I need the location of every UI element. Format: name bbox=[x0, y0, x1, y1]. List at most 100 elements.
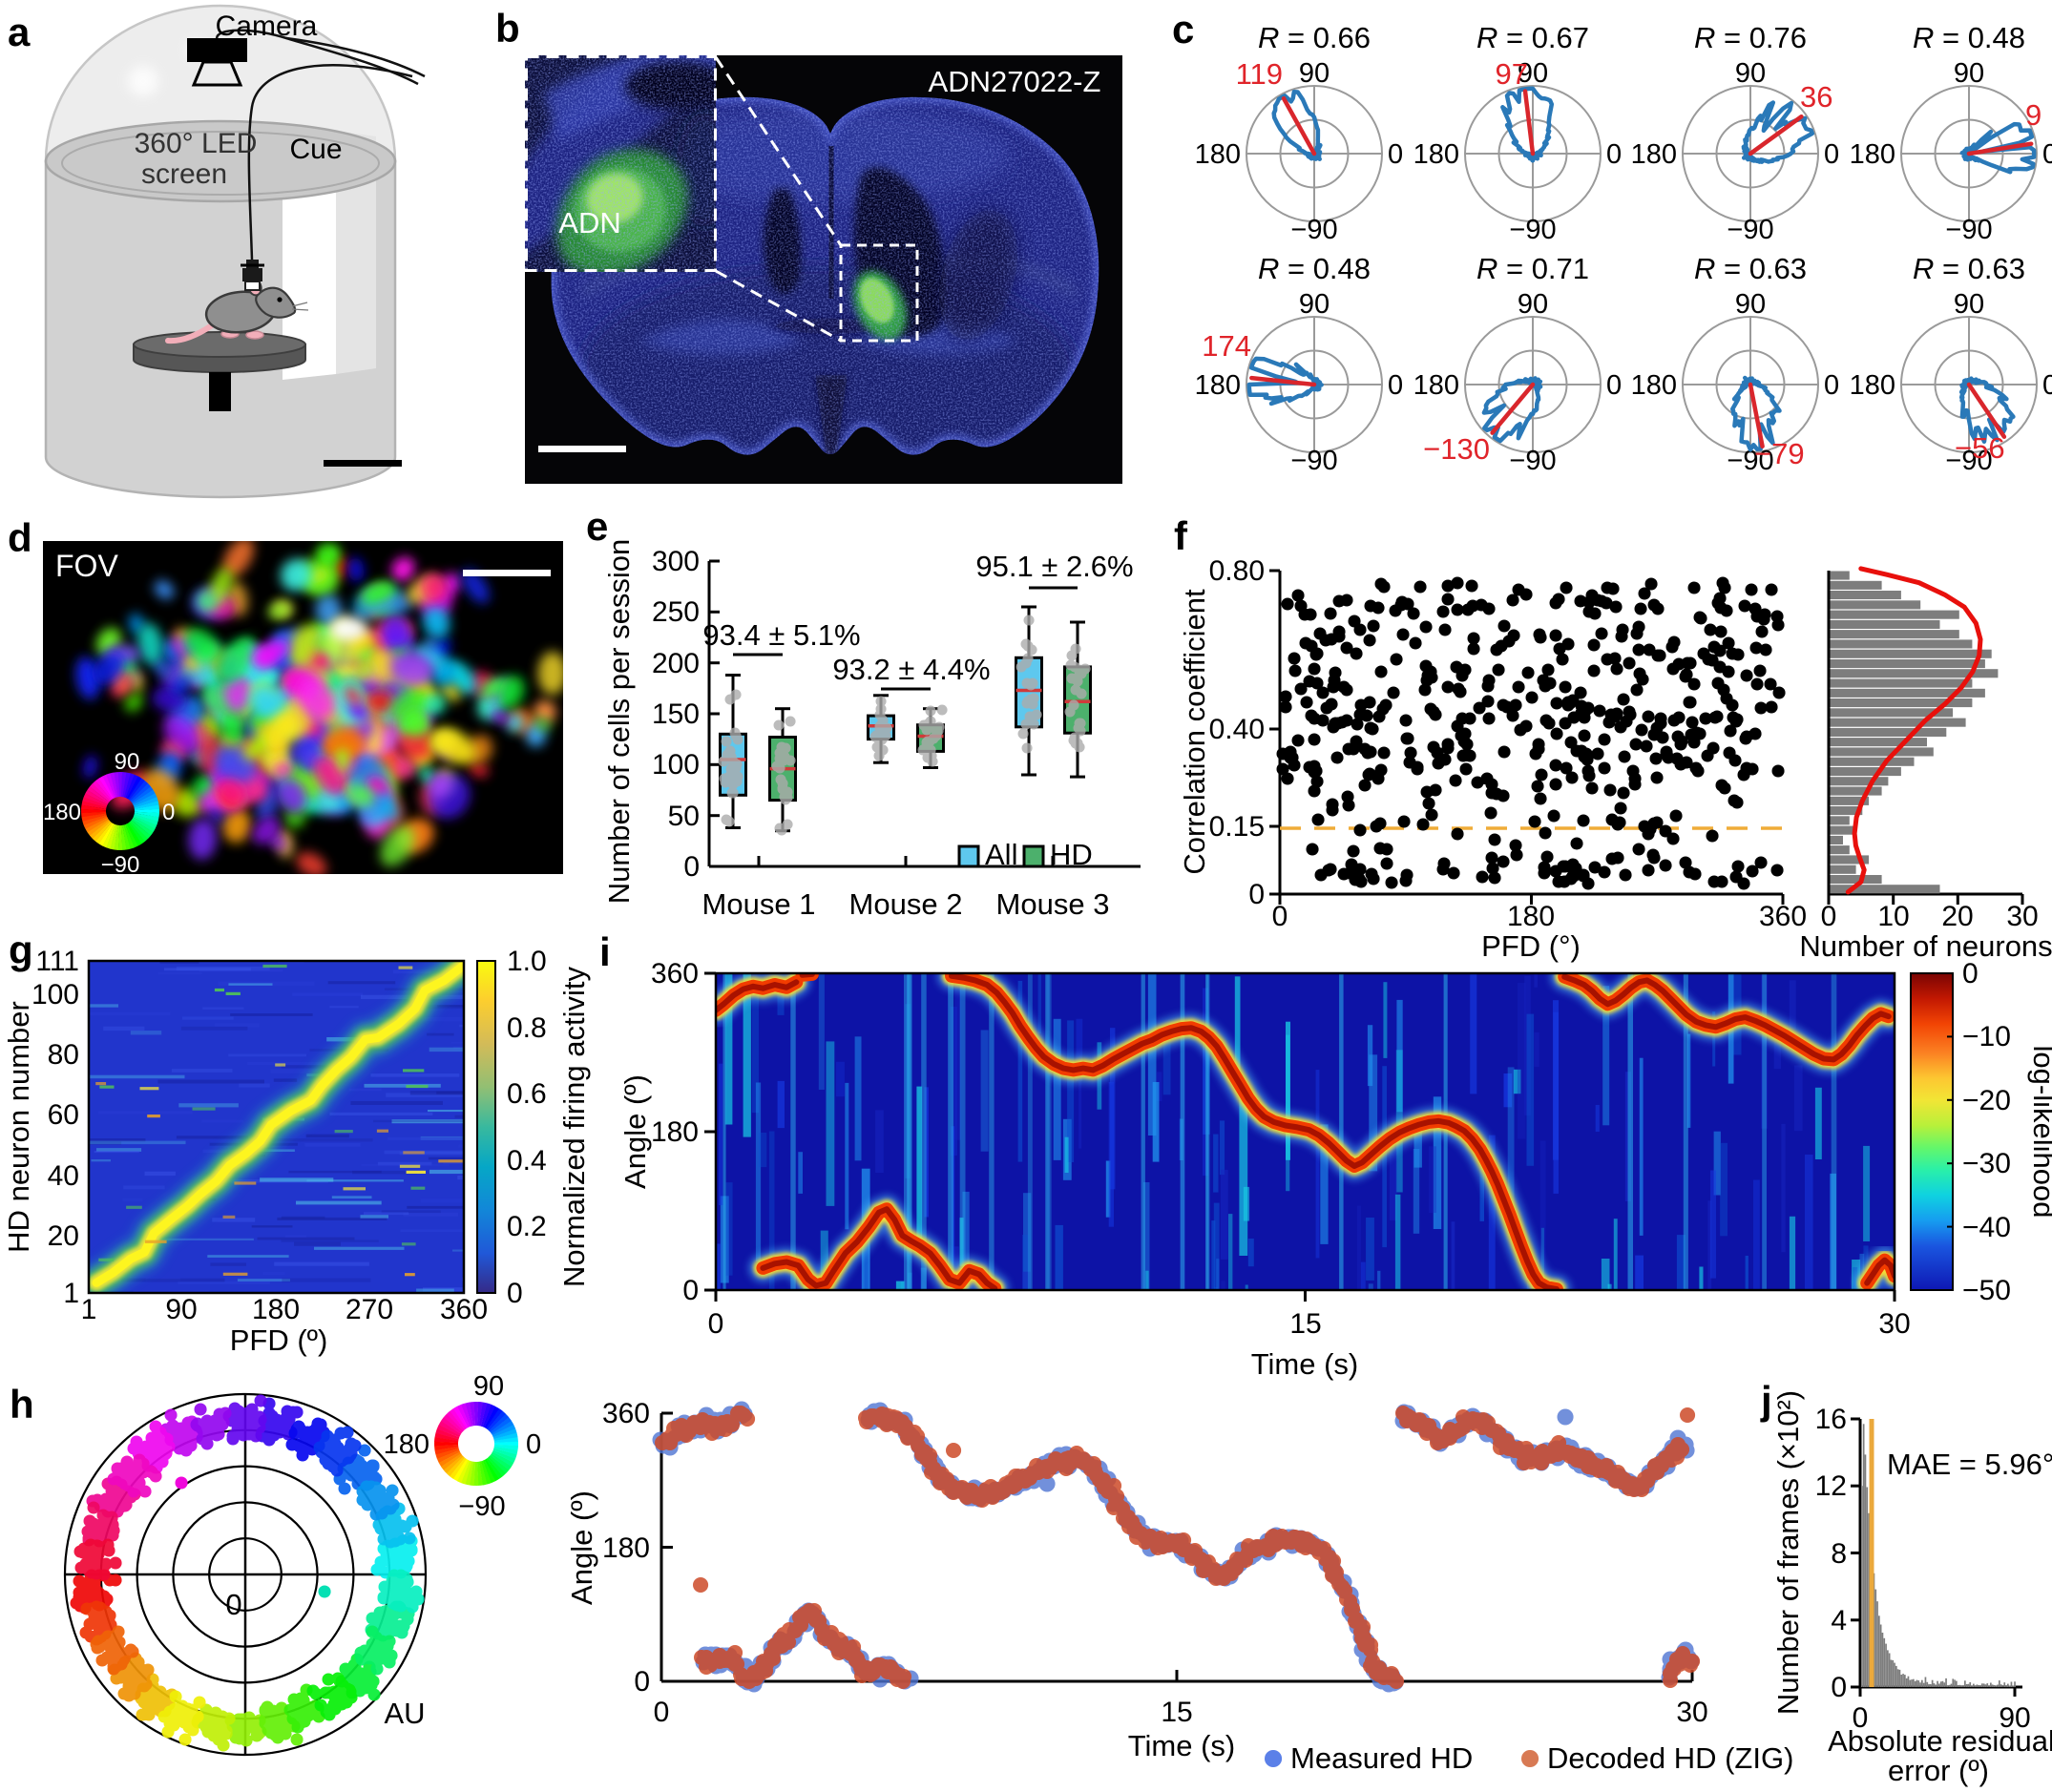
svg-text:−130: −130 bbox=[1423, 432, 1490, 466]
svg-text:15: 15 bbox=[1161, 1697, 1192, 1728]
svg-text:90: 90 bbox=[115, 749, 140, 775]
svg-text:0: 0 bbox=[1824, 370, 1839, 401]
svg-text:Cue: Cue bbox=[289, 134, 342, 165]
svg-text:−90: −90 bbox=[1509, 215, 1556, 245]
svg-text:h: h bbox=[10, 1382, 34, 1427]
svg-text:111: 111 bbox=[35, 946, 79, 977]
svg-text:−90: −90 bbox=[1945, 215, 1992, 245]
svg-text:0: 0 bbox=[682, 1275, 699, 1306]
svg-text:−90: −90 bbox=[458, 1491, 505, 1522]
svg-text:60: 60 bbox=[48, 1099, 79, 1131]
svg-text:0: 0 bbox=[2042, 139, 2052, 170]
svg-text:20: 20 bbox=[1941, 901, 1973, 932]
svg-text:Number of frames (×10²): Number of frames (×10²) bbox=[1771, 1390, 1805, 1715]
svg-text:−20: −20 bbox=[1962, 1085, 2011, 1116]
svg-text:90: 90 bbox=[1518, 289, 1548, 320]
svg-text:0: 0 bbox=[1606, 370, 1622, 401]
svg-text:0: 0 bbox=[1962, 958, 1979, 990]
svg-text:0: 0 bbox=[1606, 139, 1622, 170]
svg-text:f: f bbox=[1174, 513, 1188, 558]
svg-text:150: 150 bbox=[652, 698, 700, 730]
svg-text:1.0: 1.0 bbox=[507, 946, 547, 977]
svg-text:Mouse 2: Mouse 2 bbox=[849, 887, 963, 921]
svg-text:12: 12 bbox=[1815, 1470, 1847, 1502]
svg-text:10: 10 bbox=[1877, 901, 1909, 932]
svg-text:180: 180 bbox=[1631, 370, 1677, 401]
svg-text:ADN: ADN bbox=[558, 206, 620, 240]
svg-text:0: 0 bbox=[162, 800, 175, 825]
svg-text:90: 90 bbox=[1735, 289, 1766, 320]
svg-text:0: 0 bbox=[683, 851, 700, 883]
svg-text:100: 100 bbox=[652, 749, 700, 781]
svg-text:−90: −90 bbox=[101, 852, 140, 878]
svg-text:20: 20 bbox=[48, 1220, 79, 1252]
svg-text:0.6: 0.6 bbox=[507, 1078, 547, 1110]
svg-text:Mouse 3: Mouse 3 bbox=[996, 887, 1110, 921]
svg-text:j: j bbox=[1760, 1378, 1772, 1423]
svg-text:95.1 ± 2.6%: 95.1 ± 2.6% bbox=[975, 550, 1133, 583]
svg-text:Decoded HD (ZIG): Decoded HD (ZIG) bbox=[1547, 1741, 1793, 1775]
svg-text:360: 360 bbox=[440, 1294, 488, 1325]
svg-text:AU: AU bbox=[384, 1697, 425, 1730]
svg-text:1: 1 bbox=[63, 1278, 79, 1309]
svg-text:30: 30 bbox=[2006, 901, 2038, 932]
svg-text:100: 100 bbox=[31, 979, 79, 1011]
svg-text:180: 180 bbox=[43, 800, 81, 825]
svg-text:119: 119 bbox=[1236, 57, 1283, 91]
svg-text:−90: −90 bbox=[1727, 215, 1773, 245]
svg-text:0: 0 bbox=[526, 1429, 541, 1460]
svg-text:Number of neurons: Number of neurons bbox=[1799, 929, 2052, 963]
svg-text:0: 0 bbox=[1821, 901, 1837, 932]
svg-text:0: 0 bbox=[1853, 1702, 1869, 1734]
svg-text:0.40: 0.40 bbox=[1209, 714, 1265, 745]
svg-text:FOV: FOV bbox=[55, 549, 118, 583]
svg-text:0: 0 bbox=[708, 1308, 724, 1340]
svg-text:0.8: 0.8 bbox=[507, 1012, 547, 1044]
svg-text:40: 40 bbox=[48, 1160, 79, 1192]
svg-text:−50: −50 bbox=[1962, 1275, 2011, 1306]
svg-text:MAE = 5.96°: MAE = 5.96° bbox=[1887, 1448, 2052, 1481]
svg-text:250: 250 bbox=[652, 596, 700, 628]
svg-text:90: 90 bbox=[1999, 1702, 2030, 1734]
svg-text:g: g bbox=[9, 927, 33, 972]
svg-text:36: 36 bbox=[1800, 80, 1832, 114]
svg-text:Camera: Camera bbox=[216, 10, 318, 42]
svg-text:All: All bbox=[985, 838, 1017, 871]
svg-text:15: 15 bbox=[1289, 1308, 1321, 1340]
svg-text:180: 180 bbox=[1850, 139, 1895, 170]
svg-text:Time (s): Time (s) bbox=[1251, 1347, 1359, 1381]
svg-text:0.15: 0.15 bbox=[1209, 811, 1265, 843]
svg-text:R = 0.76: R = 0.76 bbox=[1694, 21, 1807, 54]
svg-text:0: 0 bbox=[1388, 370, 1403, 401]
svg-text:0: 0 bbox=[1831, 1672, 1847, 1703]
svg-text:180: 180 bbox=[1413, 370, 1459, 401]
svg-text:0: 0 bbox=[1388, 139, 1403, 170]
svg-text:180: 180 bbox=[1850, 370, 1895, 401]
svg-text:0.80: 0.80 bbox=[1209, 555, 1265, 587]
svg-text:90: 90 bbox=[1954, 289, 1984, 320]
svg-text:0.2: 0.2 bbox=[507, 1211, 547, 1242]
svg-text:−56: −56 bbox=[1955, 431, 2005, 465]
svg-text:−90: −90 bbox=[1945, 446, 1992, 476]
svg-text:R = 0.63: R = 0.63 bbox=[1913, 252, 2025, 285]
svg-text:90: 90 bbox=[1518, 58, 1548, 89]
svg-text:93.4 ± 5.1%: 93.4 ± 5.1% bbox=[702, 618, 860, 652]
svg-text:d: d bbox=[8, 515, 32, 560]
svg-text:97: 97 bbox=[1496, 57, 1528, 91]
svg-text:−79: −79 bbox=[1754, 437, 1805, 470]
svg-text:0: 0 bbox=[225, 1588, 241, 1621]
svg-text:e: e bbox=[586, 504, 608, 549]
svg-text:0: 0 bbox=[507, 1278, 523, 1309]
svg-text:0: 0 bbox=[2042, 370, 2052, 401]
svg-text:360: 360 bbox=[651, 958, 699, 990]
svg-text:R = 0.71: R = 0.71 bbox=[1476, 252, 1589, 285]
svg-text:c: c bbox=[1172, 7, 1194, 52]
svg-text:−30: −30 bbox=[1962, 1148, 2011, 1179]
svg-text:−40: −40 bbox=[1962, 1212, 2011, 1243]
svg-text:180: 180 bbox=[602, 1532, 650, 1564]
svg-text:9: 9 bbox=[2025, 98, 2042, 132]
svg-text:a: a bbox=[8, 10, 31, 54]
svg-text:R = 0.48: R = 0.48 bbox=[1258, 252, 1371, 285]
svg-text:−90: −90 bbox=[1509, 446, 1556, 476]
svg-text:180: 180 bbox=[1195, 370, 1241, 401]
